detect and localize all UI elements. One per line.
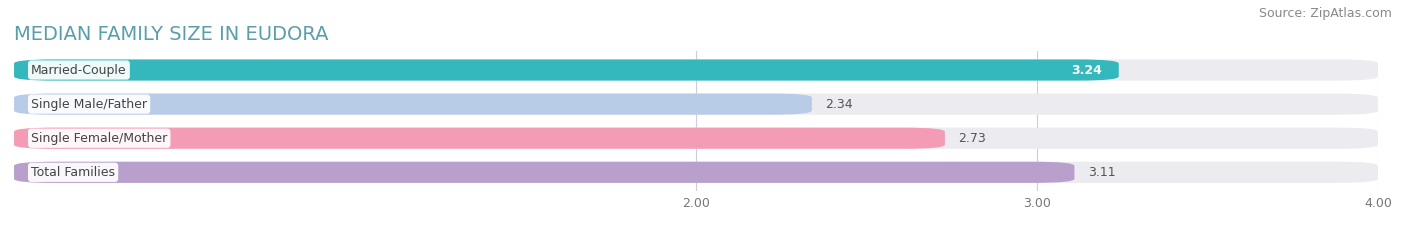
- Text: Single Male/Father: Single Male/Father: [31, 98, 148, 111]
- Text: Source: ZipAtlas.com: Source: ZipAtlas.com: [1258, 7, 1392, 20]
- FancyBboxPatch shape: [14, 93, 1378, 115]
- Text: MEDIAN FAMILY SIZE IN EUDORA: MEDIAN FAMILY SIZE IN EUDORA: [14, 25, 329, 44]
- Text: Married-Couple: Married-Couple: [31, 64, 127, 76]
- Text: 2.34: 2.34: [825, 98, 853, 111]
- FancyBboxPatch shape: [14, 128, 1378, 149]
- Text: 3.11: 3.11: [1088, 166, 1116, 179]
- FancyBboxPatch shape: [14, 59, 1378, 81]
- FancyBboxPatch shape: [14, 128, 945, 149]
- FancyBboxPatch shape: [14, 162, 1074, 183]
- FancyBboxPatch shape: [14, 59, 1119, 81]
- Text: Total Families: Total Families: [31, 166, 115, 179]
- Text: 3.24: 3.24: [1071, 64, 1102, 76]
- Text: Single Female/Mother: Single Female/Mother: [31, 132, 167, 145]
- FancyBboxPatch shape: [14, 93, 811, 115]
- Text: 2.73: 2.73: [959, 132, 986, 145]
- FancyBboxPatch shape: [14, 162, 1378, 183]
